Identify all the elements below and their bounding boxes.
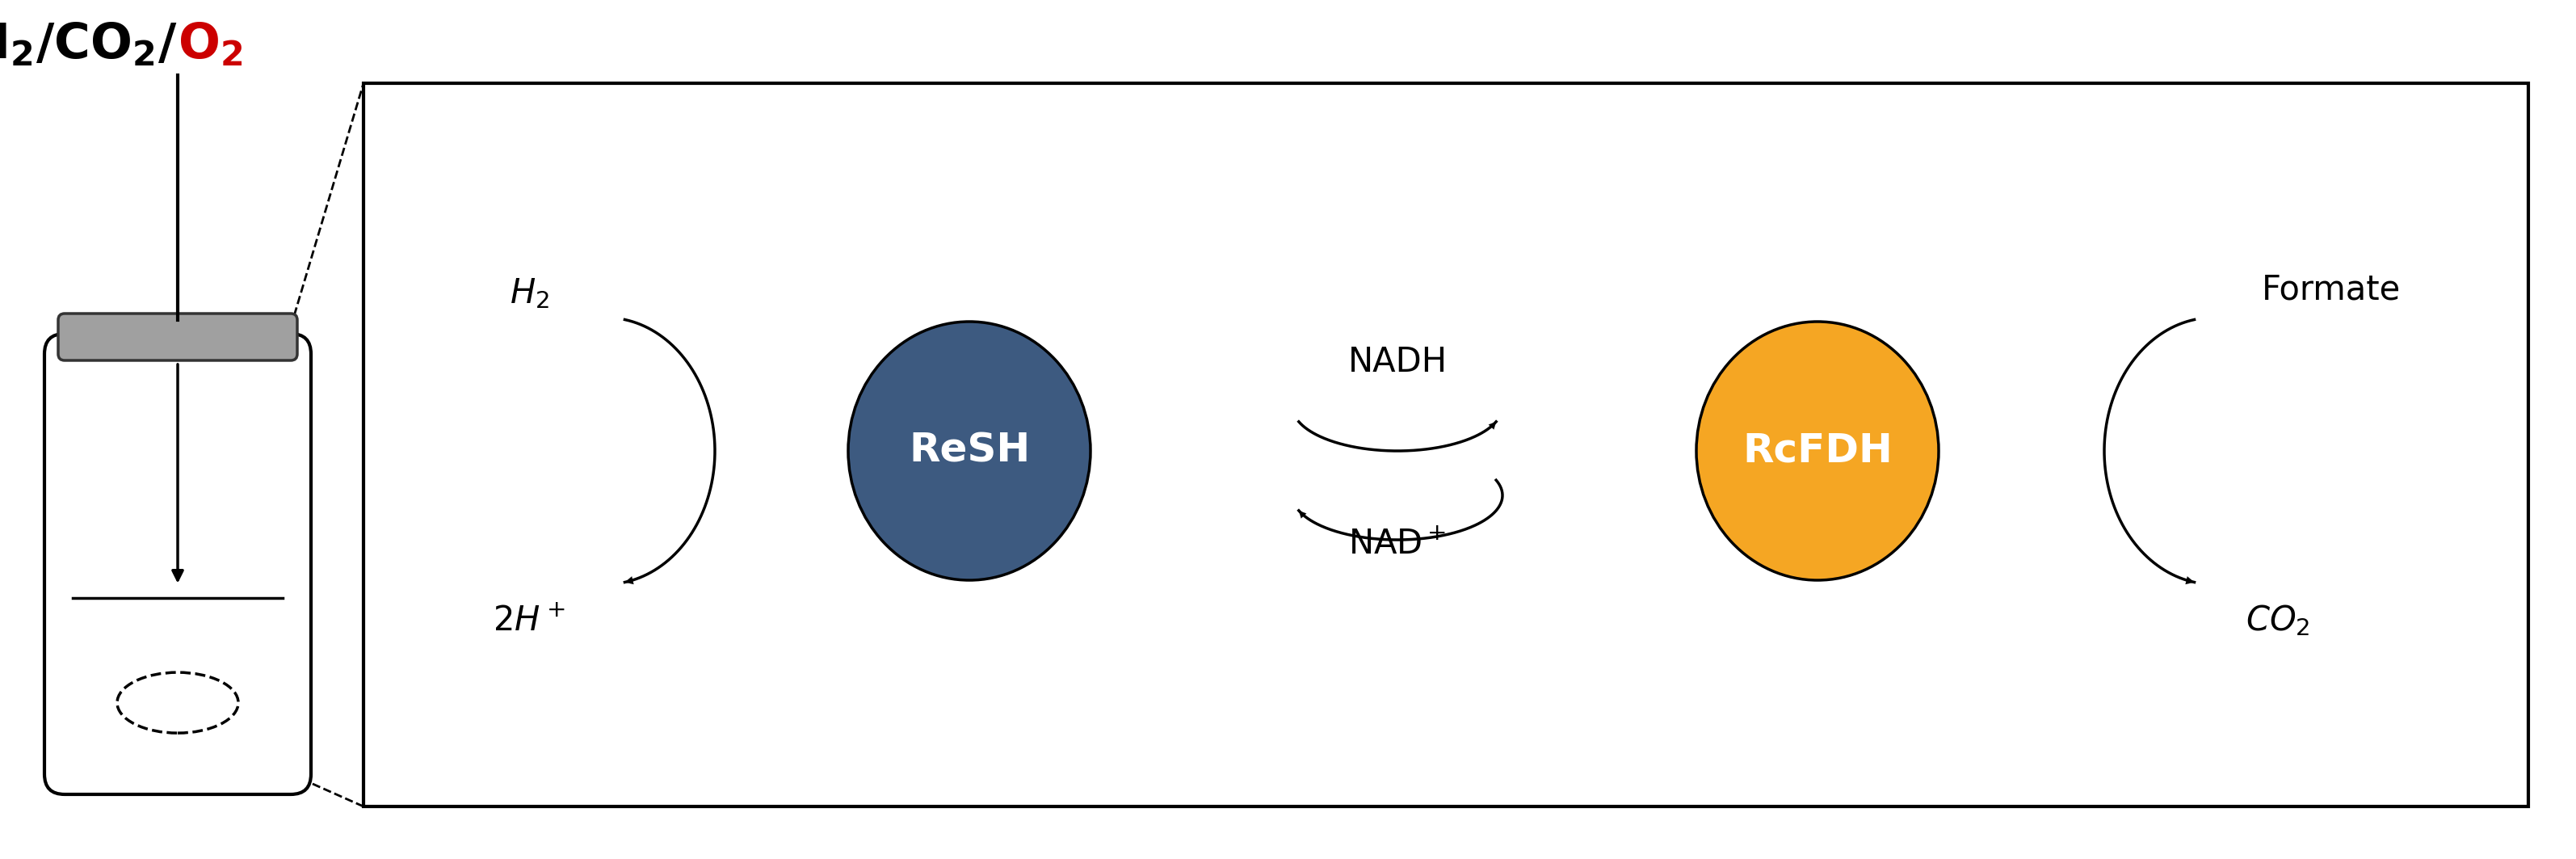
Text: ReSH: ReSH (909, 431, 1030, 471)
Bar (363, 83, 2527, 807)
FancyBboxPatch shape (59, 314, 296, 361)
Text: $CO_2$: $CO_2$ (2246, 603, 2311, 638)
Ellipse shape (1698, 321, 1940, 580)
Text: NADH: NADH (1347, 345, 1448, 379)
Text: NAD$^+$: NAD$^+$ (1347, 527, 1445, 561)
Ellipse shape (116, 673, 240, 733)
Text: $H_2$: $H_2$ (510, 277, 549, 310)
Text: Formate: Formate (2262, 272, 2401, 307)
Ellipse shape (848, 321, 1090, 580)
Text: RcFDH: RcFDH (1741, 431, 1893, 471)
Text: $\mathbf{H_2/CO_2/}$: $\mathbf{H_2/CO_2/}$ (0, 21, 178, 69)
Text: $\mathbf{O_2}$: $\mathbf{O_2}$ (178, 21, 242, 69)
Text: $2H^+$: $2H^+$ (492, 604, 567, 637)
FancyBboxPatch shape (44, 334, 312, 795)
